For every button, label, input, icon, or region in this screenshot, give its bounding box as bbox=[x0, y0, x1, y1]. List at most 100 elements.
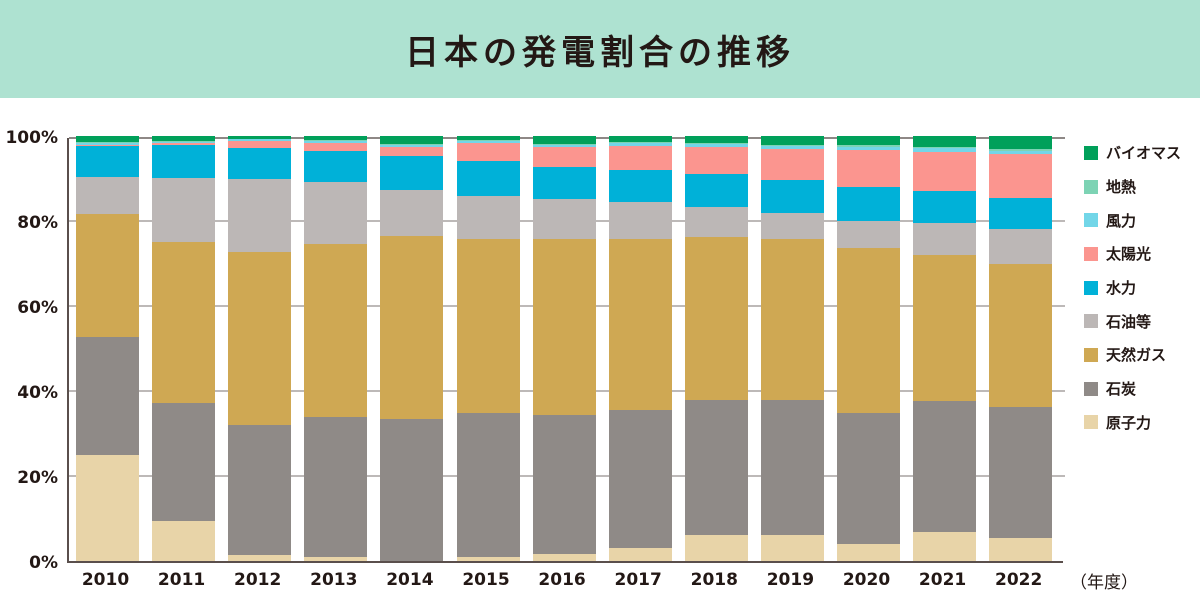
bar-segment bbox=[684, 174, 748, 208]
bar-2017 bbox=[608, 136, 672, 561]
bar-segment bbox=[608, 547, 672, 561]
bar-segment bbox=[684, 399, 748, 535]
bar-segment bbox=[989, 154, 1053, 199]
bar-2020 bbox=[837, 136, 900, 561]
x-tick-2011: 2011 bbox=[157, 570, 206, 590]
legend-swatch-icon bbox=[1084, 347, 1098, 362]
legend-label: 風力 bbox=[1106, 211, 1137, 230]
bar-segment bbox=[152, 143, 216, 145]
bar-segment bbox=[456, 160, 520, 197]
bar-segment bbox=[608, 170, 672, 203]
bar-segment bbox=[684, 144, 748, 148]
bar-segment bbox=[913, 152, 977, 192]
bar-segment bbox=[989, 537, 1053, 561]
bar-segment bbox=[608, 142, 672, 144]
bar-segment bbox=[152, 242, 216, 403]
bar-2011 bbox=[152, 136, 216, 561]
bar-segment bbox=[76, 136, 139, 143]
legend-swatch-icon bbox=[1084, 381, 1098, 396]
bar-segment bbox=[228, 147, 292, 179]
bar-segment bbox=[532, 136, 596, 144]
bar-segment bbox=[532, 414, 596, 554]
bar-segment bbox=[837, 187, 900, 221]
bar-segment bbox=[152, 140, 216, 142]
bar-segment bbox=[152, 402, 216, 522]
x-tick-2019: 2019 bbox=[766, 570, 815, 590]
bar-segment bbox=[228, 136, 292, 139]
x-tick-2014: 2014 bbox=[386, 570, 434, 590]
bar-segment bbox=[152, 521, 216, 561]
bar-segment bbox=[380, 144, 444, 147]
legend-label: 太陽光 bbox=[1106, 245, 1152, 264]
bar-segment bbox=[989, 136, 1053, 150]
bar-segment bbox=[152, 141, 216, 144]
bar-segment bbox=[532, 143, 596, 145]
bar-segment bbox=[532, 199, 596, 240]
bar-segment bbox=[228, 141, 292, 148]
bar-segment bbox=[76, 176, 139, 214]
bar-segment bbox=[304, 243, 368, 418]
bar-segment bbox=[760, 212, 824, 240]
bar-segment bbox=[456, 136, 520, 140]
bar-segment bbox=[608, 143, 672, 146]
bar-segment bbox=[380, 143, 444, 145]
x-tick-2017: 2017 bbox=[614, 570, 662, 590]
bar-segment bbox=[456, 140, 520, 143]
x-axis-unit: （年度） bbox=[1070, 573, 1138, 593]
bar-segment bbox=[228, 424, 292, 555]
bar-segment bbox=[989, 263, 1053, 407]
x-tick-2015: 2015 bbox=[462, 570, 510, 590]
legend-swatch-icon bbox=[1084, 280, 1098, 295]
bar-segment bbox=[532, 144, 596, 147]
legend-item-wind: 風力 bbox=[1084, 203, 1181, 237]
bar-segment bbox=[228, 138, 292, 140]
bar-segment bbox=[380, 146, 444, 156]
bar-segment bbox=[684, 534, 748, 561]
x-tick-2013: 2013 bbox=[310, 570, 358, 590]
bar-segment bbox=[456, 139, 520, 141]
bar-segment bbox=[760, 399, 824, 535]
bar-segment bbox=[684, 147, 748, 175]
legend-label: 石油等 bbox=[1106, 312, 1152, 331]
legend-label: 地熱 bbox=[1106, 178, 1137, 197]
bar-segment bbox=[837, 544, 900, 561]
bar-segment bbox=[684, 236, 748, 400]
bar-segment bbox=[380, 235, 444, 420]
bar-segment bbox=[152, 178, 216, 243]
bar-segment bbox=[532, 146, 596, 168]
bar-segment bbox=[76, 144, 139, 146]
legend-label: 水力 bbox=[1106, 279, 1137, 298]
legend-item-biomass: バイオマス bbox=[1084, 136, 1181, 170]
bar-segment bbox=[989, 150, 1053, 155]
bar-segment bbox=[532, 553, 596, 561]
y-tick-40: 40% bbox=[17, 383, 58, 403]
bar-segment bbox=[456, 412, 520, 558]
bar-segment bbox=[304, 139, 368, 141]
bar-segment bbox=[304, 181, 368, 244]
bar-segment bbox=[304, 142, 368, 151]
bar-segment bbox=[989, 198, 1053, 229]
x-tick-2020: 2020 bbox=[842, 570, 891, 590]
bar-segment bbox=[456, 196, 520, 239]
bar-segment bbox=[76, 213, 139, 337]
legend-item-nuclear: 原子力 bbox=[1084, 406, 1181, 440]
bar-segment bbox=[837, 150, 900, 188]
bar-segment bbox=[380, 156, 444, 190]
bar-segment bbox=[76, 145, 139, 177]
bar-segment bbox=[760, 136, 824, 145]
legend: バイオマス 地熱 風力 太陽光 水力 石油等 天然ガス 石炭 原子力 bbox=[1084, 136, 1181, 439]
bar-segment bbox=[913, 136, 977, 148]
bar-segment bbox=[837, 220, 900, 248]
bar-segment bbox=[837, 145, 900, 147]
bar-segment bbox=[304, 140, 368, 143]
x-tick-2018: 2018 bbox=[690, 570, 738, 590]
legend-label: バイオマス bbox=[1106, 144, 1182, 163]
bar-2022 bbox=[989, 136, 1053, 561]
bar-segment bbox=[228, 139, 292, 142]
x-tick-2010: 2010 bbox=[81, 570, 130, 590]
y-tick-100: 100% bbox=[5, 128, 58, 148]
bar-segment bbox=[837, 136, 900, 146]
legend-swatch-icon bbox=[1084, 415, 1098, 430]
bar-segment bbox=[837, 247, 900, 413]
bar-segment bbox=[760, 534, 824, 561]
